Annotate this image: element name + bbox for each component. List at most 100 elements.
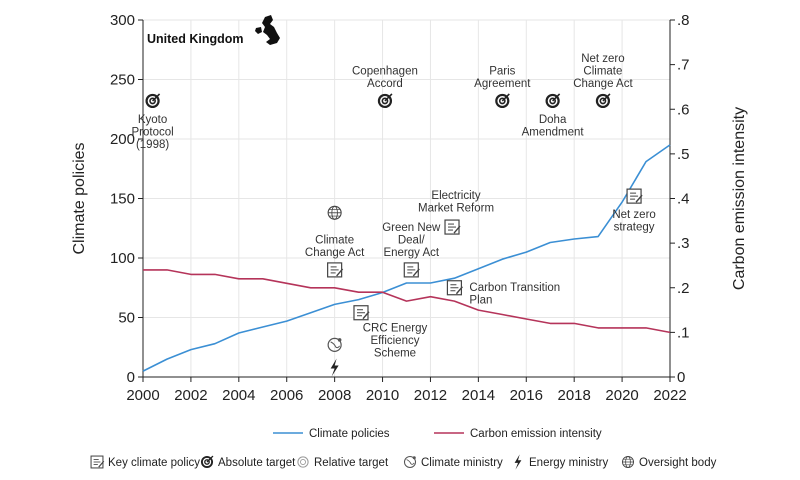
x-tick-label: 2022	[653, 387, 686, 404]
right-tick-label: .1	[677, 324, 690, 341]
annotation-label: Climate	[315, 234, 354, 246]
target-arrow	[206, 455, 214, 463]
globe-outline	[403, 455, 417, 469]
x-tick-label: 2016	[510, 387, 543, 404]
annotation-label: Protocol	[131, 126, 173, 138]
legend-item-icon: Climate ministry	[403, 455, 503, 469]
target-arrow	[152, 93, 161, 102]
globe-outline	[327, 337, 342, 352]
doc-pen	[453, 225, 461, 234]
axes-layer: 0 50 100 150 200 250 300 0 .1 .2 .3 .4 .5 .6 .7 .8 2000 2…	[71, 12, 748, 404]
x-tick-label: 2002	[174, 387, 207, 404]
target-ring-inner	[599, 97, 607, 105]
annotation-label: Climate	[583, 65, 622, 77]
right-tick-label: .6	[677, 101, 690, 118]
annotation-label: strategy	[614, 222, 655, 234]
climate-ministry-icon	[327, 337, 342, 352]
doc-pen	[362, 311, 370, 320]
annotation-energy-ministry	[330, 358, 339, 377]
absolute-target-icon	[377, 93, 393, 109]
right-tick-label: .4	[677, 191, 690, 208]
globe-land	[330, 341, 341, 349]
doc-pen	[98, 460, 105, 468]
annotation-label: CRC Energy	[363, 323, 428, 335]
target-ring-inner	[300, 459, 306, 465]
target-ring-inner	[381, 97, 389, 105]
key-climate-policy-icon	[353, 305, 370, 321]
target-ring-outer	[145, 93, 160, 109]
legend-icon-label: Relative target	[314, 457, 389, 469]
target-arrow	[501, 93, 510, 102]
series-line-carbon-emission-intensity	[143, 269, 671, 334]
annotation-label: Market Reform	[418, 203, 494, 215]
energy-ministry-icon	[514, 454, 522, 470]
absolute-target-icon	[495, 93, 510, 109]
target-ring-inner	[149, 97, 156, 105]
x-tick-label: 2010	[366, 387, 399, 404]
right-tick-label: .8	[677, 12, 690, 29]
annotation-label: (1998)	[136, 139, 169, 151]
target-ring-outer	[545, 93, 560, 109]
annotation-label: Deal/	[398, 234, 426, 246]
key-climate-policy-icon	[327, 262, 344, 278]
annotation-label: Change Act	[573, 78, 633, 90]
legend-item-icon: Key climate policy	[90, 455, 200, 469]
key-climate-policy-icon	[90, 455, 105, 469]
left-tick-label: 150	[110, 191, 135, 208]
annotation-label: Agreement	[474, 78, 531, 90]
annotation-label: Paris	[489, 65, 515, 77]
x-tick-label: 2018	[557, 387, 590, 404]
x-tick-label: 2008	[318, 387, 351, 404]
annotation-label: Scheme	[374, 348, 416, 360]
right-tick-label: .7	[677, 57, 690, 74]
legend-line-label: Climate policies	[309, 428, 390, 440]
x-tick-label: 2006	[270, 387, 303, 404]
country-label: United Kingdom	[147, 32, 244, 46]
globe-land	[406, 459, 415, 465]
legend-icon-label: Climate ministry	[421, 457, 503, 469]
target-ring-outer	[297, 456, 309, 468]
y-axis-title-left: Climate policies	[71, 142, 88, 254]
energy-ministry-icon	[330, 358, 339, 377]
legend-line-label: Carbon emission intensity	[470, 428, 602, 440]
legend-item-icon: Oversight body	[622, 456, 717, 469]
key-climate-policy-icon	[626, 188, 643, 204]
right-tick-label: .5	[677, 146, 690, 163]
oversight-body-icon	[622, 456, 634, 468]
absolute-target-icon	[545, 93, 561, 109]
legend-item-icon: Relative target	[297, 456, 389, 469]
series-layer	[142, 144, 671, 372]
doc-pen	[635, 194, 643, 203]
left-tick-label: 0	[127, 369, 135, 386]
legend-icon-label: Energy ministry	[529, 457, 608, 469]
globe-sun	[337, 338, 342, 342]
annotation-label: Kyoto	[138, 114, 167, 126]
legend-icon-label: Absolute target	[218, 457, 296, 469]
target-arrow	[384, 93, 393, 102]
relative-target-icon	[297, 456, 309, 468]
right-tick-label: .3	[677, 235, 690, 252]
right-tick-label: .2	[677, 280, 690, 297]
series-line-climate-policies	[142, 144, 671, 372]
annotation-label: Green New	[382, 222, 441, 234]
annotation-label: Net zero	[581, 53, 624, 65]
country-label-group: United Kingdom	[147, 15, 280, 46]
annotation-climate-ministry	[327, 337, 342, 352]
bolt-shape	[330, 358, 339, 377]
oversight-body-icon	[327, 205, 342, 220]
uk-map-icon	[255, 15, 280, 45]
annotation-label: Electricity	[431, 190, 480, 202]
left-tick-label: 300	[110, 12, 135, 29]
target-ring-inner	[498, 97, 506, 105]
left-tick-label: 250	[110, 72, 135, 89]
target-arrow	[552, 93, 561, 102]
left-tick-label: 200	[110, 131, 135, 148]
